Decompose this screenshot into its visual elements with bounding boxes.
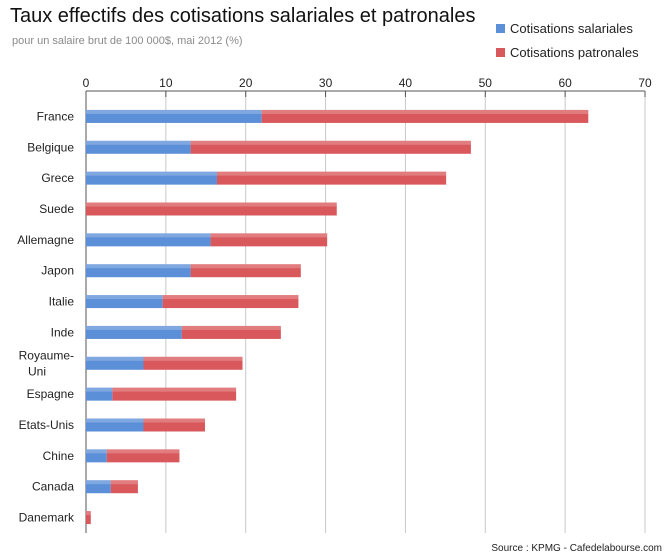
bar-salariales: [86, 325, 182, 339]
legend-swatch-salariales: [496, 23, 505, 33]
x-tick-label: 20: [239, 76, 253, 90]
chart-subtitle: pour un salaire brut de 100 000$, mai 20…: [12, 35, 243, 47]
x-tick-label: 10: [159, 76, 173, 90]
bar-patronales: [181, 325, 281, 339]
x-tick-label: 30: [319, 76, 333, 90]
bar-salariales: [86, 449, 107, 463]
bar-highlight: [106, 449, 180, 454]
bar-patronales: [210, 233, 328, 247]
legend-item-patronales: Cotisations patronales: [496, 40, 639, 64]
x-tick-label: 0: [83, 76, 90, 90]
bar-highlight: [86, 356, 144, 361]
bar-salariales: [86, 480, 111, 494]
bar-highlight: [86, 233, 211, 238]
category-label: Japon: [41, 264, 74, 278]
bar-patronales: [216, 171, 447, 185]
bar-highlight: [86, 171, 217, 176]
bar-salariales: [86, 356, 144, 370]
bar-highlight: [86, 387, 113, 392]
category-label: Grece: [41, 171, 74, 185]
bar-highlight: [86, 449, 107, 454]
bar-highlight: [86, 264, 191, 269]
category-label: Inde: [51, 325, 75, 339]
bar-salariales: [86, 295, 163, 309]
category-label: Royaume-Uni: [19, 348, 74, 378]
category-label: Canada: [32, 480, 74, 494]
bar-patronales: [190, 140, 471, 154]
x-tick-label: 50: [479, 76, 493, 90]
x-tick-label: 60: [558, 76, 572, 90]
bar-highlight: [86, 325, 182, 330]
category-label: Italie: [49, 295, 75, 309]
bar-highlight: [181, 325, 281, 330]
bar-highlight: [86, 480, 111, 485]
bar-highlight: [112, 387, 237, 392]
bar-salariales: [86, 418, 144, 432]
category-label: Suede: [39, 202, 74, 216]
bar-highlight: [261, 109, 589, 114]
bar-highlight: [86, 511, 91, 516]
category-label: Belgique: [27, 140, 74, 154]
bar-patronales: [112, 387, 237, 401]
bar-patronales: [143, 418, 205, 432]
bar-highlight: [143, 418, 205, 423]
source-note: Source : KPMG - Cafedelabourse.com: [491, 543, 662, 554]
bar-highlight: [143, 356, 243, 361]
bar-highlight: [86, 140, 191, 145]
bar-highlight: [86, 202, 337, 207]
bar-highlight: [162, 295, 299, 300]
bar-patronales: [110, 480, 138, 494]
bar-salariales: [86, 387, 113, 401]
bar-patronales: [86, 511, 91, 525]
category-label: France: [37, 109, 75, 123]
bar-patronales: [261, 109, 589, 123]
legend-swatch-patronales: [496, 47, 505, 57]
legend-label-salariales: Cotisations salariales: [510, 20, 633, 36]
bar-patronales: [162, 295, 299, 309]
category-label: Etats-Unis: [19, 418, 74, 432]
category-label: Chine: [43, 449, 75, 463]
category-label: Espagne: [27, 387, 75, 401]
legend-item-salariales: Cotisations salariales: [496, 16, 639, 40]
legend-label-patronales: Cotisations patronales: [510, 44, 639, 60]
bar-patronales: [143, 356, 243, 370]
bar-highlight: [190, 140, 471, 145]
bar-highlight: [86, 418, 144, 423]
x-tick-label: 40: [399, 76, 413, 90]
x-tick-label: 70: [638, 76, 652, 90]
bar-highlight: [86, 109, 262, 114]
bar-salariales: [86, 233, 211, 247]
legend: Cotisations salariales Cotisations patro…: [496, 16, 639, 64]
chart-title: Taux effectifs des cotisations salariale…: [10, 5, 476, 27]
bar-salariales: [86, 171, 217, 185]
bar-salariales: [86, 140, 191, 154]
bar-highlight: [216, 171, 447, 176]
bar-highlight: [210, 233, 328, 238]
bar-highlight: [86, 295, 163, 300]
category-label: Allemagne: [17, 233, 74, 247]
bar-patronales: [190, 264, 301, 278]
bar-highlight: [190, 264, 301, 269]
bar-patronales: [86, 202, 337, 216]
bar-highlight: [110, 480, 138, 485]
bar-salariales: [86, 109, 262, 123]
category-label: Danemark: [19, 511, 75, 525]
bar-patronales: [106, 449, 180, 463]
bar-salariales: [86, 264, 191, 278]
